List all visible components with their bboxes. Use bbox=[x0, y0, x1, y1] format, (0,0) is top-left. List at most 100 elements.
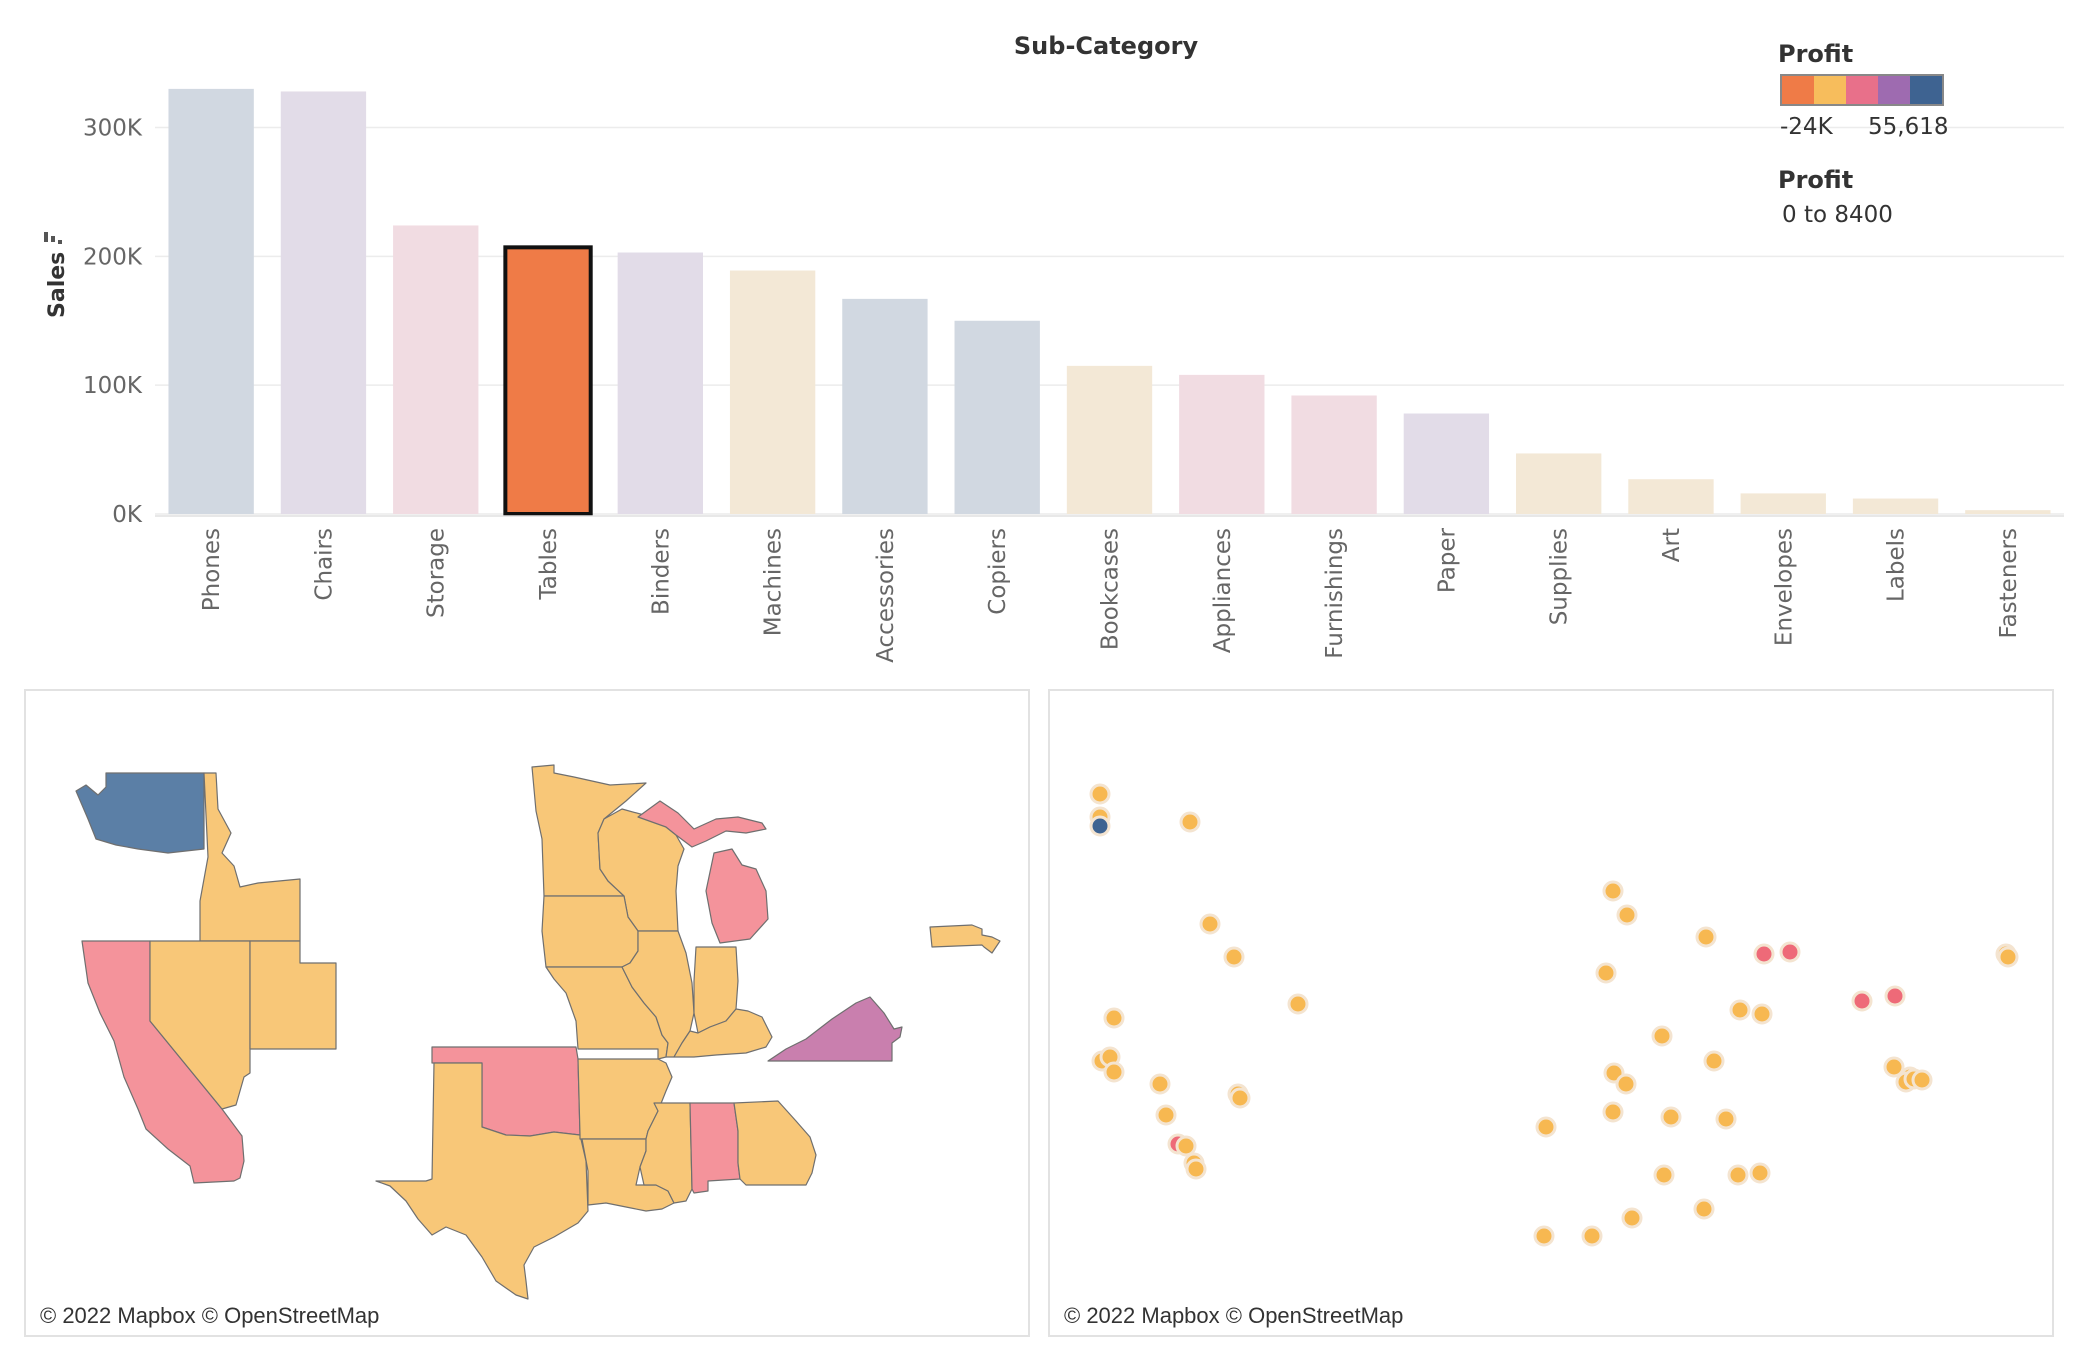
x-tick-label[interactable]: Phones bbox=[199, 528, 225, 611]
bar-chairs[interactable] bbox=[280, 91, 367, 514]
city-point[interactable] bbox=[1851, 990, 1873, 1012]
x-tick-label[interactable]: Labels bbox=[1884, 528, 1910, 602]
city-point[interactable] bbox=[1179, 811, 1201, 833]
state-michigan-upper[interactable] bbox=[637, 800, 767, 848]
bar-appliances[interactable] bbox=[1179, 374, 1265, 514]
x-tick-label[interactable]: Paper bbox=[1434, 527, 1460, 593]
city-point[interactable] bbox=[1703, 1050, 1725, 1072]
city-point[interactable] bbox=[1749, 1162, 1771, 1184]
state-iowa[interactable] bbox=[541, 895, 639, 968]
color-legend-title: Profit bbox=[1778, 40, 1854, 68]
state-alabama[interactable] bbox=[689, 1102, 741, 1194]
x-tick-label[interactable]: Furnishings bbox=[1322, 528, 1348, 659]
state-georgia[interactable] bbox=[733, 1100, 817, 1186]
city-point[interactable] bbox=[1535, 1116, 1557, 1138]
city-point[interactable] bbox=[1089, 783, 1111, 805]
x-tick-label[interactable]: Chairs bbox=[311, 528, 337, 601]
city-point[interactable] bbox=[1884, 985, 1906, 1007]
city-point[interactable] bbox=[1103, 1007, 1125, 1029]
city-point[interactable] bbox=[1693, 1198, 1715, 1220]
bar-furnishings[interactable] bbox=[1291, 395, 1377, 514]
sort-icon[interactable] bbox=[58, 240, 62, 244]
city-point[interactable] bbox=[1287, 993, 1309, 1015]
city-point[interactable] bbox=[1175, 1135, 1197, 1157]
city-point[interactable] bbox=[1615, 1073, 1637, 1095]
bar-art[interactable] bbox=[1628, 479, 1714, 514]
x-tick-label[interactable]: Storage bbox=[424, 528, 450, 618]
state-illinois[interactable] bbox=[621, 930, 695, 1058]
city-point[interactable] bbox=[1223, 946, 1245, 968]
bar-accessories[interactable] bbox=[842, 298, 928, 514]
x-tick-label[interactable]: Copiers bbox=[985, 528, 1011, 615]
state-mississippi[interactable] bbox=[639, 1102, 693, 1204]
city-point[interactable] bbox=[1715, 1108, 1737, 1130]
city-point[interactable] bbox=[1103, 1061, 1125, 1083]
city-point[interactable] bbox=[1779, 941, 1801, 963]
city-point[interactable] bbox=[1660, 1106, 1682, 1128]
x-tick-label[interactable]: Binders bbox=[648, 528, 674, 615]
bar-binders[interactable] bbox=[617, 252, 703, 515]
bar-copiers[interactable] bbox=[954, 320, 1040, 514]
x-tick-label[interactable]: Fasteners bbox=[1996, 528, 2022, 639]
x-tick-label[interactable]: Appliances bbox=[1210, 528, 1236, 653]
city-point[interactable] bbox=[1602, 880, 1624, 902]
city-point[interactable] bbox=[1581, 1225, 1603, 1247]
city-map-panel[interactable]: © 2022 Mapbox © OpenStreetMap bbox=[1048, 689, 2054, 1337]
city-point[interactable] bbox=[1911, 1069, 1933, 1091]
city-point[interactable] bbox=[1883, 1056, 1905, 1078]
bar-phones[interactable] bbox=[168, 88, 254, 514]
sort-icon[interactable] bbox=[51, 236, 55, 242]
x-tick-label[interactable]: Tables bbox=[536, 528, 562, 600]
x-tick-label[interactable]: Machines bbox=[761, 528, 787, 636]
y-tick-label: 0K bbox=[112, 502, 143, 528]
city-point[interactable] bbox=[1753, 943, 1775, 965]
sort-icon[interactable] bbox=[44, 232, 48, 242]
y-tick-label: 300K bbox=[83, 116, 143, 142]
x-tick-label[interactable]: Bookcases bbox=[1098, 528, 1124, 650]
city-point[interactable] bbox=[1695, 926, 1717, 948]
state-map-panel[interactable]: © 2022 Mapbox © OpenStreetMap bbox=[24, 689, 1030, 1337]
state-washington[interactable] bbox=[75, 772, 205, 854]
bar-fasteners[interactable] bbox=[1965, 510, 2051, 514]
city-point[interactable] bbox=[1199, 913, 1221, 935]
state-texas[interactable] bbox=[375, 1062, 589, 1300]
state-michigan-lower[interactable] bbox=[705, 848, 769, 944]
x-tick-label[interactable]: Supplies bbox=[1547, 528, 1573, 625]
bar-machines[interactable] bbox=[729, 270, 816, 514]
city-point[interactable] bbox=[1653, 1164, 1675, 1186]
city-point[interactable] bbox=[1089, 815, 1111, 837]
city-point[interactable] bbox=[1729, 999, 1751, 1021]
bar-storage[interactable] bbox=[393, 225, 479, 514]
city-point[interactable] bbox=[1751, 1003, 1773, 1025]
state-kentucky[interactable] bbox=[673, 1008, 773, 1058]
bar-labels[interactable] bbox=[1852, 498, 1939, 514]
city-point[interactable] bbox=[1651, 1025, 1673, 1047]
city-point[interactable] bbox=[1155, 1104, 1177, 1126]
city-point[interactable] bbox=[1602, 1101, 1624, 1123]
city-point[interactable] bbox=[1533, 1225, 1555, 1247]
x-tick-label[interactable]: Accessories bbox=[873, 528, 899, 663]
state-idaho[interactable] bbox=[199, 772, 301, 942]
city-point[interactable] bbox=[1185, 1158, 1207, 1180]
city-point[interactable] bbox=[1621, 1207, 1643, 1229]
map-attribution[interactable]: © 2022 Mapbox © OpenStreetMap bbox=[40, 1303, 380, 1328]
bar-envelopes[interactable] bbox=[1740, 493, 1826, 514]
city-point-map bbox=[1089, 783, 2019, 1247]
bar-tables[interactable] bbox=[503, 245, 593, 516]
x-tick-label[interactable]: Envelopes bbox=[1771, 528, 1797, 646]
state-utah[interactable] bbox=[249, 940, 337, 1050]
profit-color-ramp[interactable] bbox=[1780, 74, 1944, 106]
state-massachusetts[interactable] bbox=[929, 924, 1001, 954]
x-tick-label[interactable]: Art bbox=[1659, 528, 1685, 562]
state-virginia[interactable] bbox=[767, 996, 903, 1062]
bar-bookcases[interactable] bbox=[1066, 365, 1153, 514]
city-point[interactable] bbox=[1727, 1164, 1749, 1186]
city-point[interactable] bbox=[1616, 904, 1638, 926]
city-point[interactable] bbox=[1595, 962, 1617, 984]
city-point[interactable] bbox=[1229, 1087, 1251, 1109]
city-point[interactable] bbox=[1997, 946, 2019, 968]
map-attribution-2[interactable]: © 2022 Mapbox © OpenStreetMap bbox=[1064, 1303, 1404, 1328]
bar-supplies[interactable] bbox=[1516, 453, 1602, 514]
bar-paper[interactable] bbox=[1403, 413, 1490, 514]
city-point[interactable] bbox=[1149, 1073, 1171, 1095]
